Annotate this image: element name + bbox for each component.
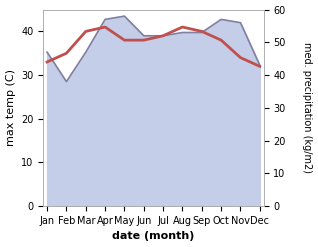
X-axis label: date (month): date (month)	[112, 231, 195, 242]
Y-axis label: max temp (C): max temp (C)	[5, 69, 16, 146]
Y-axis label: med. precipitation (kg/m2): med. precipitation (kg/m2)	[302, 42, 313, 173]
